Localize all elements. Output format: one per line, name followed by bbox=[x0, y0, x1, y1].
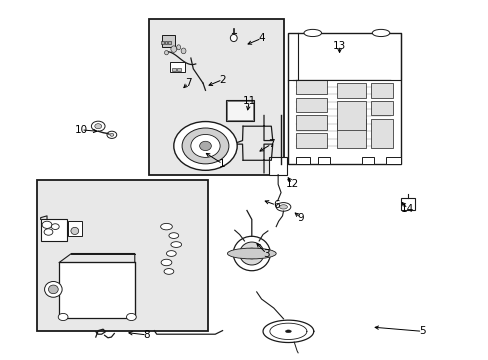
Bar bbox=[370, 119, 392, 148]
Ellipse shape bbox=[44, 282, 62, 297]
Ellipse shape bbox=[304, 30, 321, 37]
Bar bbox=[170, 62, 184, 72]
Ellipse shape bbox=[126, 314, 136, 320]
Ellipse shape bbox=[279, 205, 287, 209]
Text: 10: 10 bbox=[75, 125, 87, 135]
Bar bbox=[164, 41, 167, 44]
Circle shape bbox=[107, 131, 117, 138]
Ellipse shape bbox=[168, 233, 178, 238]
Bar bbox=[68, 221, 81, 235]
Text: 13: 13 bbox=[332, 41, 346, 50]
Text: 5: 5 bbox=[418, 326, 425, 336]
Bar bbox=[361, 157, 373, 164]
Ellipse shape bbox=[199, 141, 211, 150]
Ellipse shape bbox=[227, 248, 276, 259]
Bar bbox=[225, 100, 254, 121]
Bar bbox=[288, 33, 400, 164]
Bar bbox=[37, 180, 207, 330]
Text: 7: 7 bbox=[185, 78, 191, 88]
Bar bbox=[370, 83, 392, 98]
Ellipse shape bbox=[190, 134, 220, 157]
Text: 4: 4 bbox=[258, 33, 264, 43]
Ellipse shape bbox=[44, 229, 53, 235]
Text: 12: 12 bbox=[285, 179, 298, 189]
Ellipse shape bbox=[161, 259, 171, 266]
Bar bbox=[172, 68, 176, 71]
Bar bbox=[317, 157, 329, 164]
Bar bbox=[227, 101, 252, 120]
Bar bbox=[336, 101, 366, 130]
Text: 6: 6 bbox=[272, 200, 279, 210]
Ellipse shape bbox=[176, 45, 180, 50]
Text: 1: 1 bbox=[219, 159, 225, 169]
Ellipse shape bbox=[51, 224, 59, 229]
Text: 7: 7 bbox=[267, 139, 274, 149]
Ellipse shape bbox=[48, 285, 58, 294]
Ellipse shape bbox=[164, 50, 168, 55]
Text: 9: 9 bbox=[297, 213, 303, 222]
Ellipse shape bbox=[182, 128, 228, 164]
Bar bbox=[295, 98, 327, 112]
Circle shape bbox=[110, 134, 114, 136]
Bar bbox=[295, 134, 327, 148]
Ellipse shape bbox=[230, 35, 237, 41]
Ellipse shape bbox=[181, 48, 185, 54]
Bar bbox=[400, 198, 414, 211]
Bar bbox=[295, 116, 327, 130]
Ellipse shape bbox=[71, 227, 79, 234]
Text: 14: 14 bbox=[401, 204, 414, 214]
Ellipse shape bbox=[371, 30, 389, 37]
Bar bbox=[161, 35, 175, 47]
Text: 11: 11 bbox=[242, 96, 256, 106]
Ellipse shape bbox=[163, 269, 173, 274]
Circle shape bbox=[95, 124, 102, 129]
Ellipse shape bbox=[42, 221, 52, 228]
Text: 8: 8 bbox=[143, 330, 150, 340]
Ellipse shape bbox=[276, 203, 290, 211]
Bar bbox=[295, 80, 327, 94]
Bar bbox=[295, 157, 310, 164]
Bar bbox=[160, 41, 163, 44]
Ellipse shape bbox=[170, 46, 176, 52]
Ellipse shape bbox=[58, 314, 68, 320]
Ellipse shape bbox=[245, 248, 257, 259]
Bar bbox=[336, 83, 366, 98]
Text: 3: 3 bbox=[263, 248, 269, 258]
Ellipse shape bbox=[233, 236, 270, 271]
Bar bbox=[149, 19, 283, 175]
Bar bbox=[268, 157, 287, 175]
Bar bbox=[41, 220, 67, 241]
Bar bbox=[385, 157, 400, 164]
Bar bbox=[59, 262, 135, 318]
Circle shape bbox=[91, 121, 105, 131]
Ellipse shape bbox=[160, 224, 172, 230]
Ellipse shape bbox=[170, 242, 181, 247]
Ellipse shape bbox=[173, 122, 237, 170]
Ellipse shape bbox=[239, 242, 264, 265]
Bar bbox=[177, 68, 181, 71]
Ellipse shape bbox=[285, 330, 291, 333]
Text: 2: 2 bbox=[219, 75, 225, 85]
Bar bbox=[370, 101, 392, 116]
Bar bbox=[336, 119, 366, 148]
Bar bbox=[168, 41, 171, 44]
Ellipse shape bbox=[166, 251, 176, 256]
